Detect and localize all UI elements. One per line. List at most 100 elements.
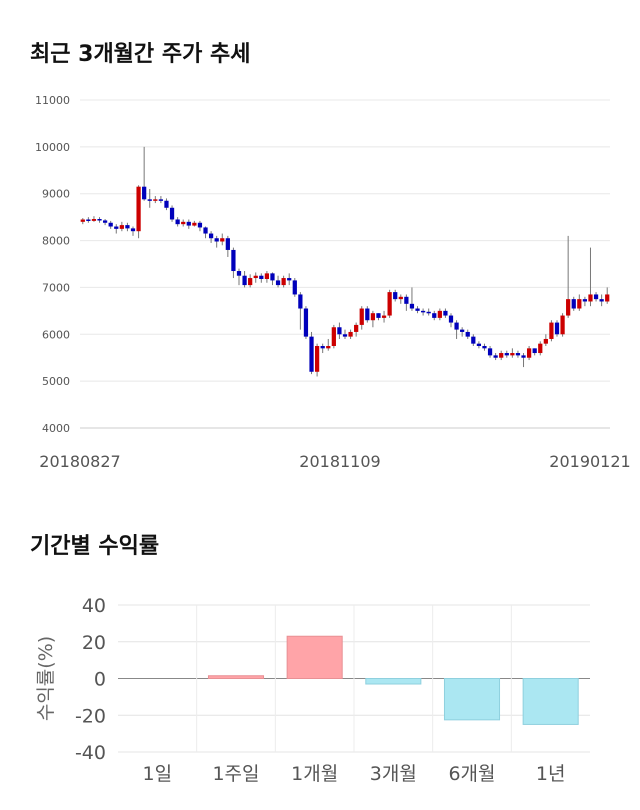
candle-body bbox=[231, 249, 236, 272]
candle-body bbox=[264, 273, 270, 279]
candle-body bbox=[175, 219, 180, 225]
candle-body bbox=[220, 238, 225, 242]
candle-body bbox=[181, 221, 186, 225]
candle-body bbox=[593, 294, 599, 300]
x-tick-label: 1일 bbox=[143, 763, 173, 785]
candle-body bbox=[136, 186, 141, 232]
candle-body bbox=[214, 238, 219, 242]
price-trend-title: 최근 3개월간 주가 추세 bbox=[30, 42, 251, 67]
candle-body bbox=[125, 225, 130, 229]
y-tick-label: 10000 bbox=[35, 141, 70, 154]
candle-body bbox=[543, 338, 548, 344]
candle-body bbox=[153, 199, 158, 201]
candle-body bbox=[331, 327, 336, 346]
candle-body bbox=[225, 238, 230, 250]
y-tick-label: 40 bbox=[82, 595, 106, 617]
y-tick-label: 7000 bbox=[42, 281, 70, 294]
candle-body bbox=[186, 221, 191, 226]
candle-body bbox=[376, 313, 381, 318]
candle-body bbox=[577, 299, 582, 309]
candle-body bbox=[164, 200, 169, 208]
candle-body bbox=[169, 207, 175, 220]
candle-body bbox=[482, 346, 487, 349]
candle-body bbox=[303, 308, 309, 337]
candle-body bbox=[526, 348, 532, 358]
candle-body bbox=[582, 299, 588, 302]
candle-body bbox=[142, 186, 147, 200]
candle-body bbox=[588, 294, 593, 302]
candle-body bbox=[599, 299, 604, 302]
candle-body bbox=[393, 292, 398, 300]
y-tick-label: 20 bbox=[82, 632, 106, 654]
candle-body bbox=[365, 308, 370, 321]
y-tick-label: 5000 bbox=[42, 375, 70, 388]
candle-body bbox=[80, 219, 85, 222]
candle-body bbox=[208, 233, 214, 239]
candle-body bbox=[381, 315, 387, 318]
candle-body bbox=[91, 219, 97, 221]
y-tick-label: -20 bbox=[75, 705, 106, 727]
candle-body bbox=[287, 278, 292, 281]
candle-body bbox=[108, 222, 113, 227]
y-axis-label: 수익률(%) bbox=[35, 636, 57, 721]
candle-body bbox=[549, 322, 554, 339]
bar bbox=[443, 678, 501, 721]
candle-body bbox=[281, 278, 286, 286]
x-tick-label: 20180827 bbox=[39, 452, 120, 471]
candle-body bbox=[348, 331, 353, 337]
candle-body bbox=[370, 313, 376, 321]
x-tick-label: 20190121 bbox=[549, 452, 630, 471]
x-tick-label: 1주일 bbox=[212, 763, 259, 785]
candle-body bbox=[387, 292, 392, 316]
bar bbox=[365, 678, 422, 685]
candle-body bbox=[448, 315, 454, 323]
candle-body bbox=[309, 336, 314, 372]
candle-body bbox=[270, 273, 275, 281]
x-tick-label: 6개월 bbox=[448, 763, 495, 785]
candle-body bbox=[86, 219, 91, 221]
candle-body bbox=[409, 303, 415, 309]
candle-body bbox=[337, 327, 342, 335]
candle-body bbox=[605, 294, 610, 302]
candle-body bbox=[487, 348, 493, 356]
candle-body bbox=[242, 275, 247, 286]
candle-body bbox=[253, 275, 258, 279]
returns-title: 기간별 수익률 bbox=[30, 534, 160, 559]
candle-body bbox=[197, 222, 203, 228]
candle-body bbox=[476, 343, 482, 346]
candle-body bbox=[119, 225, 124, 229]
candle-body bbox=[437, 310, 442, 318]
candle-body bbox=[571, 299, 576, 309]
candle-body bbox=[426, 311, 431, 314]
candle-body bbox=[192, 222, 197, 226]
candle-body bbox=[97, 219, 102, 221]
candle-body bbox=[538, 343, 543, 354]
candle-body bbox=[203, 227, 208, 234]
candle-body bbox=[515, 353, 521, 356]
candle-body bbox=[158, 199, 164, 201]
candle-body bbox=[404, 296, 409, 304]
candle-body bbox=[326, 346, 331, 349]
candle-body bbox=[314, 346, 320, 372]
x-tick-label: 1개월 bbox=[291, 763, 338, 785]
candle-body bbox=[510, 353, 515, 356]
candlestick-chart: 11000 10000 9000 8000 7000 6000 5000 4000 201808… bbox=[35, 94, 631, 471]
candle-body bbox=[114, 226, 119, 229]
x-tick-label: 1년 bbox=[536, 763, 566, 785]
candle-body bbox=[236, 271, 242, 276]
candle-body bbox=[504, 353, 509, 356]
y-tick-label: 4000 bbox=[42, 422, 70, 435]
x-tick-label: 20181109 bbox=[299, 452, 380, 471]
candle-body bbox=[432, 313, 437, 318]
candle-body bbox=[259, 275, 264, 279]
candle-body bbox=[342, 334, 348, 337]
candle-body bbox=[454, 322, 459, 330]
candle-body bbox=[147, 199, 152, 201]
bar bbox=[207, 675, 265, 680]
candle-body bbox=[298, 294, 303, 309]
candle-body bbox=[560, 315, 565, 335]
candle-body bbox=[532, 348, 537, 354]
candle-body bbox=[248, 278, 253, 286]
candle-body bbox=[292, 280, 297, 295]
